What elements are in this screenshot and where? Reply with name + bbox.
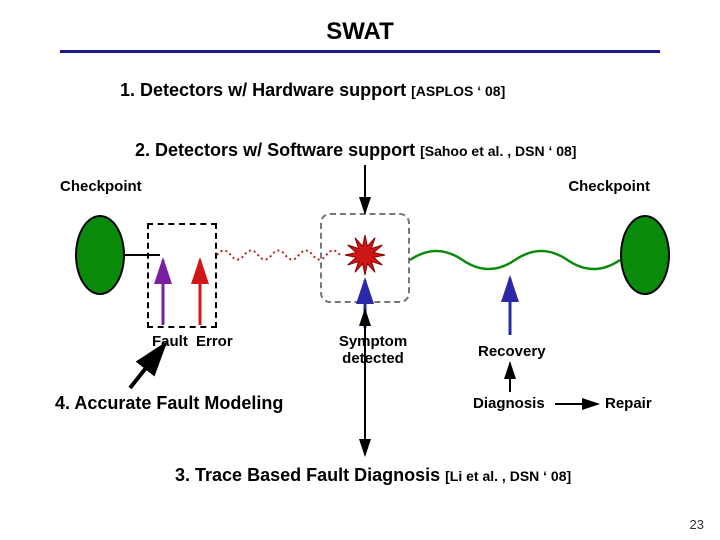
checkpoint-left-ellipse	[75, 215, 125, 295]
error-label: Error	[196, 333, 233, 350]
bullet-2-num: 2.	[135, 140, 150, 160]
bullet-2-text: Detectors w/ Software support	[155, 140, 415, 160]
fault-label: Fault	[152, 333, 188, 350]
symptom-label: Symptom detected	[333, 333, 413, 367]
bullet-1-cite: [ASPLOS ‘ 08]	[411, 83, 505, 99]
checkpoint-right-ellipse	[620, 215, 670, 295]
bullet-2-cite: [Sahoo et al. , DSN ‘ 08]	[420, 143, 576, 159]
checkpoint-left-label: Checkpoint	[60, 178, 142, 195]
title-rule	[60, 50, 660, 53]
bullet-1: 1. Detectors w/ Hardware support [ASPLOS…	[120, 80, 505, 101]
bullet-1-num: 1.	[120, 80, 135, 100]
bullet-3: 3. Trace Based Fault Diagnosis [Li et al…	[175, 465, 571, 486]
bullet-1-text: Detectors w/ Hardware support	[140, 80, 406, 100]
page-number: 23	[690, 517, 704, 532]
recovery-label: Recovery	[478, 343, 546, 360]
diagnosis-label: Diagnosis	[473, 395, 545, 412]
checkpoint-right-label: Checkpoint	[568, 178, 650, 195]
bullet-3-cite: [Li et al. , DSN ‘ 08]	[445, 468, 571, 484]
bullet-3-text: Trace Based Fault Diagnosis	[195, 465, 440, 485]
bullet-4: 4. Accurate Fault Modeling	[55, 393, 283, 414]
page-title: SWAT	[326, 18, 394, 46]
symptom-box	[320, 213, 410, 303]
fault-error-box	[147, 223, 217, 328]
repair-label: Repair	[605, 395, 652, 412]
bullet-3-num: 3.	[175, 465, 190, 485]
bullet-2: 2. Detectors w/ Software support [Sahoo …	[135, 140, 576, 161]
